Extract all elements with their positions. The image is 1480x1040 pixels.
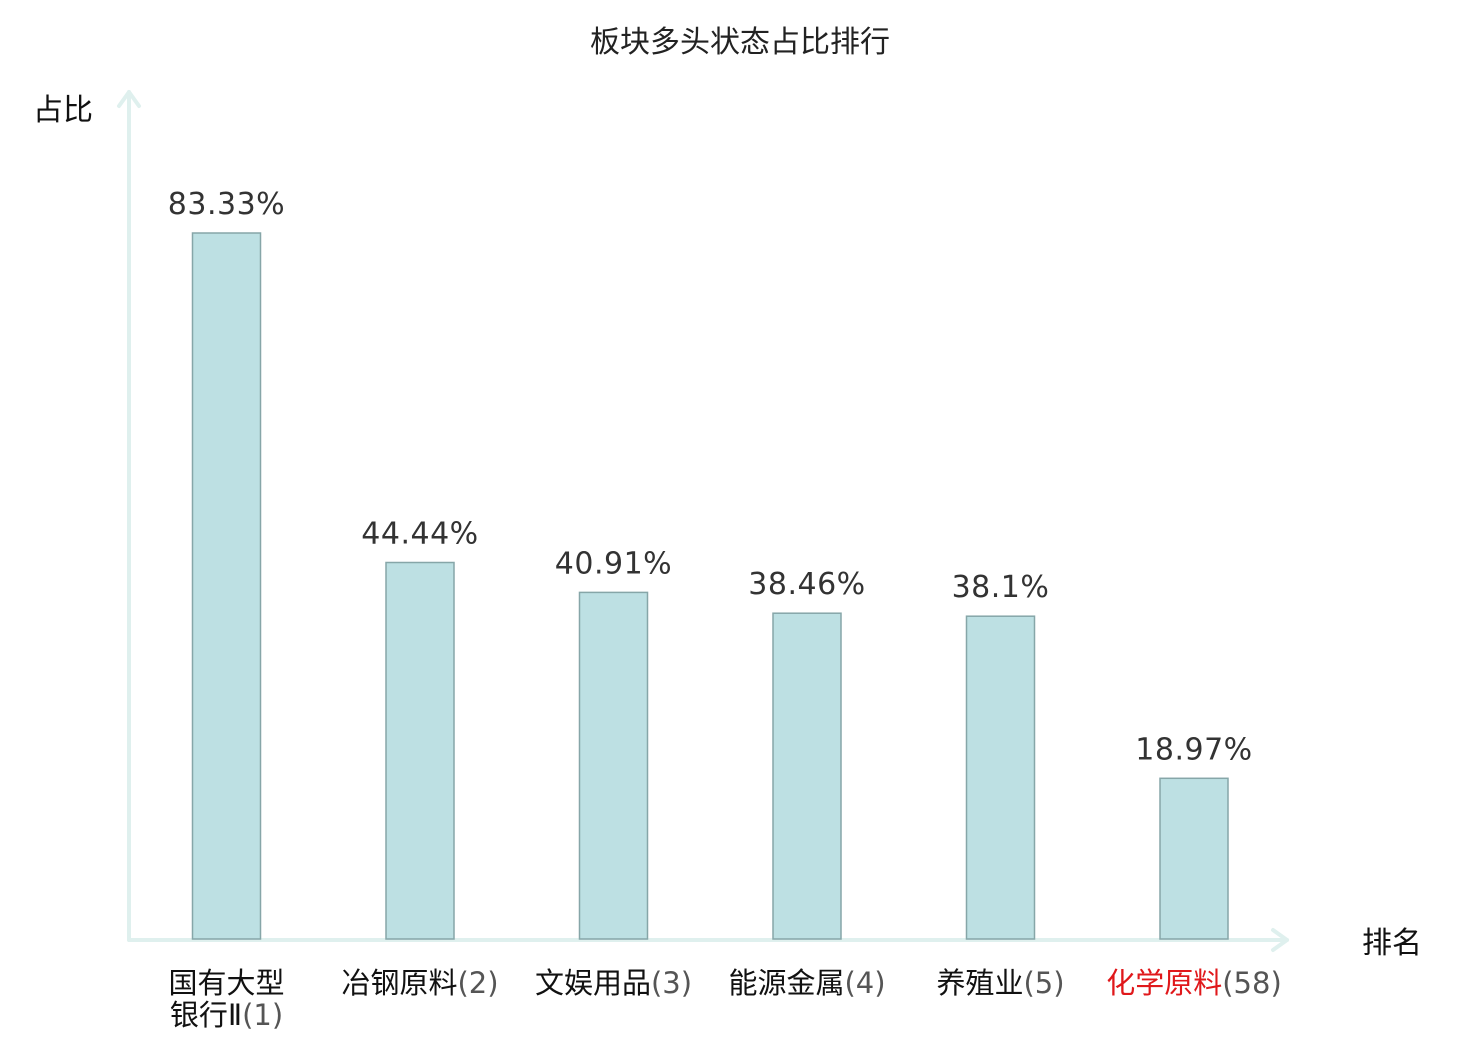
category-rank: (3) bbox=[651, 966, 692, 1000]
category-labels-group: 国有大型银行Ⅱ(1) 冶钢原料(2) 文娱用品(3) 能源金属(4) 养殖业(5) 化学原… bbox=[168, 966, 1281, 1032]
category-label-1: 国有大型银行Ⅱ(1) bbox=[168, 966, 284, 1032]
category-name-line: 国有大型 bbox=[168, 966, 284, 1000]
value-label-5: 38.1% bbox=[952, 570, 1050, 605]
value-label-1: 83.33% bbox=[168, 187, 285, 222]
category-label-5: 养殖业(5) bbox=[936, 966, 1064, 1000]
bar-6 bbox=[1159, 777, 1229, 940]
axes bbox=[117, 90, 1289, 952]
category-rank: (58) bbox=[1222, 966, 1282, 1000]
category-rank: (2) bbox=[457, 966, 498, 1000]
category-name-line: 养殖业 bbox=[936, 966, 1023, 1000]
category-name-line: 银行Ⅱ bbox=[170, 998, 242, 1032]
category-name-line: 能源金属 bbox=[728, 966, 844, 1000]
category-rank: (1) bbox=[242, 998, 283, 1032]
bar-1 bbox=[191, 232, 262, 940]
category-label-3: 文娱用品(3) bbox=[535, 966, 692, 1000]
category-name-line: 文娱用品 bbox=[535, 966, 651, 1000]
value-label-2: 44.44% bbox=[361, 517, 478, 552]
bar-5 bbox=[965, 615, 1036, 940]
category-name-line: 冶钢原料 bbox=[341, 966, 457, 1000]
value-labels-group: 83.33% 44.44% 40.91% 38.46% 38.1% 18.97% bbox=[168, 187, 1252, 767]
bar-3 bbox=[578, 591, 649, 940]
value-label-6: 18.97% bbox=[1135, 732, 1252, 767]
bar-2 bbox=[385, 561, 455, 940]
category-label-2: 冶钢原料(2) bbox=[341, 966, 498, 1000]
category-name-line: 化学原料 bbox=[1106, 966, 1222, 1000]
chart-title: 板块多头状态占比排行 bbox=[590, 25, 890, 60]
y-axis-arrow-icon bbox=[117, 90, 141, 108]
x-axis-label: 排名 bbox=[1362, 926, 1422, 961]
category-label-6: 化学原料(58) bbox=[1106, 966, 1282, 1000]
bar-4 bbox=[772, 612, 842, 940]
y-axis-label: 占比 bbox=[33, 93, 93, 128]
category-rank: (5) bbox=[1023, 966, 1064, 1000]
category-label-4: 能源金属(4) bbox=[728, 966, 885, 1000]
bars-group bbox=[191, 232, 1229, 940]
value-label-4: 38.46% bbox=[748, 567, 865, 602]
x-axis-arrow-icon bbox=[1271, 928, 1289, 952]
category-rank: (4) bbox=[844, 966, 885, 1000]
value-label-3: 40.91% bbox=[555, 546, 672, 581]
